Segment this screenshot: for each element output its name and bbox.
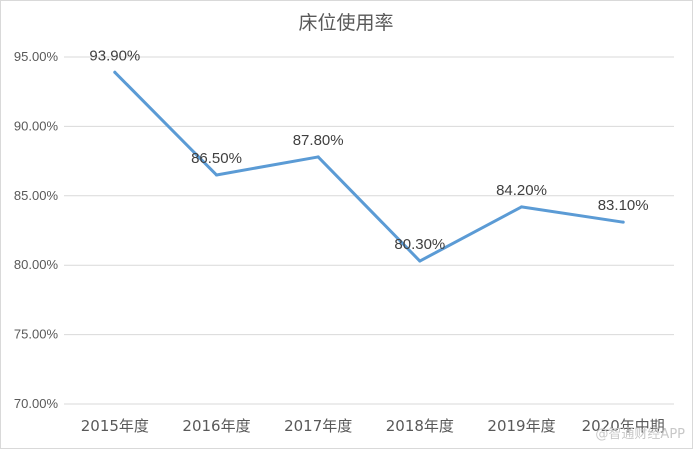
x-tick-label: 2016年度: [182, 417, 250, 435]
watermark: @智通财经APP: [595, 427, 685, 442]
data-label: 87.80%: [293, 132, 344, 149]
data-label: 93.90%: [89, 47, 140, 64]
data-point: [316, 155, 320, 159]
series: [113, 70, 625, 263]
series-line: [113, 70, 625, 263]
y-tick-label: 90.00%: [14, 118, 59, 133]
data-point: [215, 173, 218, 177]
x-tick-label: 2015年度: [81, 417, 149, 435]
data-label: 80.30%: [394, 236, 445, 253]
y-tick-label: 75.00%: [14, 327, 59, 342]
data-labels: 93.90% 86.50% 87.80% 80.30% 84.20% 83.10%: [89, 47, 648, 253]
x-tick-label: 2020年中期: [582, 417, 665, 435]
chart-title: 床位使用率: [298, 12, 393, 34]
y-tick-label: 95.00%: [14, 49, 59, 64]
x-tick-label: 2017年度: [284, 417, 352, 435]
data-label: 83.10%: [598, 197, 649, 214]
data-label: 86.50%: [191, 150, 242, 167]
data-label: 84.20%: [496, 182, 547, 199]
data-point: [621, 220, 625, 224]
gridlines: [64, 56, 674, 405]
x-axis-tick-labels: 2015年度 2016年度 2017年度 2018年度 2019年度 2020年中期: [81, 417, 665, 435]
y-tick-label: 85.00%: [14, 188, 59, 203]
x-tick-label: 2018年度: [386, 417, 454, 435]
data-point: [520, 205, 523, 209]
x-tick-label: 2019年度: [487, 417, 555, 435]
y-axis-tick-labels: 70.00% 75.00% 80.00% 85.00% 90.00% 95.00%: [14, 49, 59, 411]
y-tick-label: 80.00%: [14, 257, 59, 272]
data-point: [418, 259, 422, 263]
y-tick-label: 70.00%: [14, 396, 59, 411]
data-point: [113, 70, 117, 74]
